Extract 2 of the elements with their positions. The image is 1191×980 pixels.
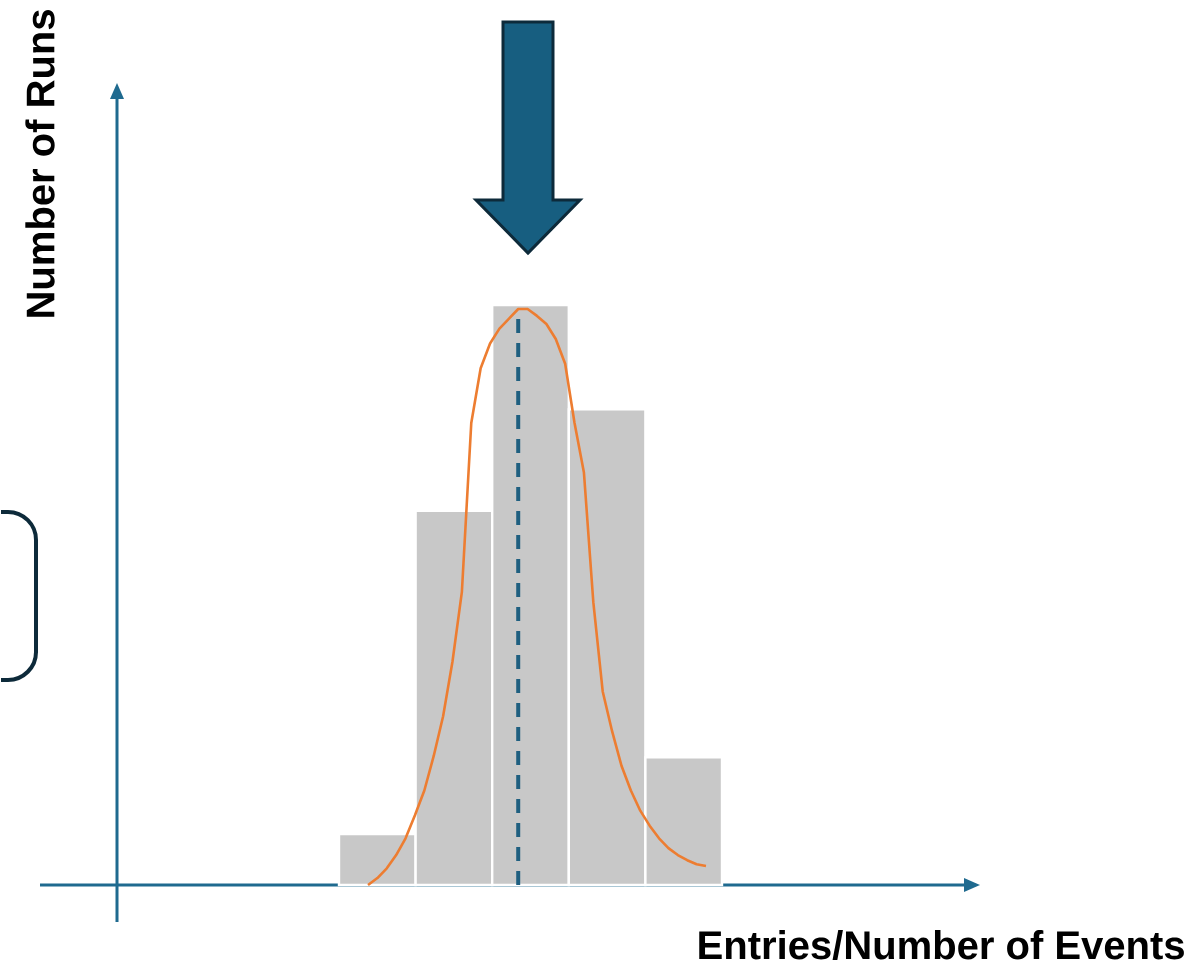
y-axis-title: Number of Runs [25, 10, 55, 317]
x-axis-title: Entries/Number of Events [699, 930, 1184, 960]
